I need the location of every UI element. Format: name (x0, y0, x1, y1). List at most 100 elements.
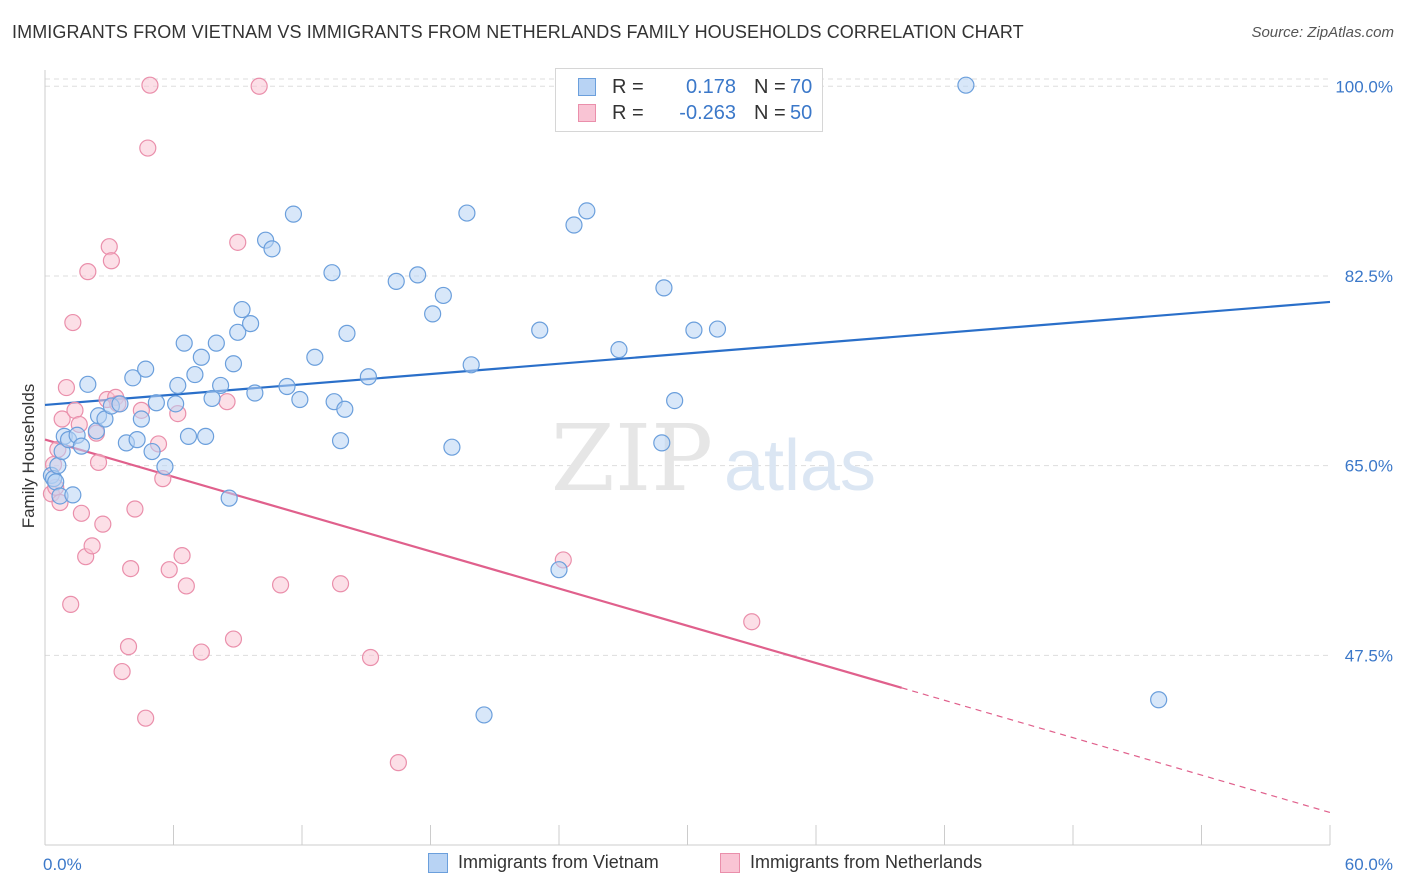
netherlands-point (192, 643, 210, 661)
netherlands-point (160, 561, 178, 579)
netherlands-point (53, 410, 71, 428)
netherlands-point (218, 393, 236, 411)
netherlands-point (229, 233, 247, 251)
source-credit: Source: ZipAtlas.com (1251, 24, 1394, 41)
vietnam-point (220, 489, 238, 507)
netherlands-legend-swatch (720, 853, 740, 873)
r-value: -0.263 (679, 102, 736, 124)
netherlands-point (126, 500, 144, 518)
x-tick-label: 60.0% (1345, 855, 1393, 874)
netherlands-point (139, 139, 157, 157)
netherlands-point (94, 515, 112, 533)
r-value: 0.178 (685, 76, 736, 98)
vietnam-point (179, 427, 198, 445)
vietnam-point (137, 360, 155, 378)
netherlands-point (224, 630, 243, 648)
vietnam-point (224, 355, 243, 373)
vietnam-points (42, 76, 1168, 724)
vietnam-legend-label: Immigrants from Vietnam (458, 852, 659, 872)
x-tick-label: 0.0% (43, 855, 82, 874)
vietnam-point (167, 395, 185, 413)
watermark: ZIP atlas (551, 405, 876, 512)
vietnam-point (197, 427, 215, 445)
correlation-legend: R = 0.178 N = 70 R = -0.263 N = 50 (555, 68, 823, 132)
n-value: 50 (790, 102, 813, 124)
netherlands-point (137, 709, 155, 727)
netherlands-point (89, 453, 108, 471)
vietnam-point (72, 437, 91, 455)
vietnam-point (708, 320, 727, 338)
vietnam-point (278, 377, 296, 396)
vietnam-point (207, 334, 225, 352)
vietnam-point (64, 486, 82, 504)
vietnam-point (128, 431, 146, 449)
netherlands-point (102, 252, 120, 270)
vietnam-point (336, 400, 354, 418)
vietnam-point (291, 390, 309, 409)
netherlands-point (72, 504, 91, 522)
vietnam-point (359, 368, 377, 386)
vietnam-point (242, 315, 260, 333)
vietnam-point (306, 348, 324, 366)
netherlands-point (361, 648, 380, 667)
netherlands-point (177, 577, 195, 595)
netherlands-point (141, 76, 159, 94)
vietnam-point (957, 76, 975, 94)
netherlands-point (113, 662, 131, 681)
vietnam-point (443, 438, 461, 456)
vietnam-point (79, 375, 97, 393)
vietnam-point (111, 395, 129, 413)
netherlands-point (64, 313, 82, 332)
y-tick-label: 82.5% (1345, 267, 1393, 286)
vietnam-point (246, 384, 264, 402)
y-tick-label: 47.5% (1345, 646, 1393, 665)
chart-title: IMMIGRANTS FROM VIETNAM VS IMMIGRANTS FR… (12, 22, 1024, 42)
vietnam-point (475, 706, 493, 724)
vietnam-point (124, 369, 142, 387)
vietnam-point (169, 376, 187, 395)
netherlands-point (83, 537, 101, 555)
y-tick-label: 65.0% (1345, 457, 1393, 476)
netherlands-point (62, 595, 80, 613)
vietnam-point (565, 216, 583, 234)
vietnam-point (685, 321, 703, 339)
vietnam-point (462, 356, 480, 374)
vietnam-swatch (578, 78, 596, 96)
vietnam-point (458, 204, 476, 222)
netherlands-point (122, 560, 140, 578)
vietnam-point (233, 300, 251, 319)
netherlands-legend-label: Immigrants from Netherlands (750, 852, 983, 872)
vietnam-point (203, 389, 221, 408)
vietnam-point (284, 205, 303, 223)
netherlands-point (57, 378, 76, 397)
watermark-zip: ZIP (551, 405, 713, 512)
vietnam-point (409, 266, 427, 284)
vietnam-point (666, 391, 684, 410)
vietnam-point (434, 286, 452, 305)
vietnam-point (186, 365, 204, 384)
vietnam-point (132, 410, 150, 428)
netherlands-point (331, 575, 350, 593)
vietnam-point (192, 348, 210, 366)
r-label: R = (612, 76, 644, 98)
vietnam-trend-line (44, 300, 1331, 407)
vietnam-point (387, 272, 405, 290)
netherlands-point (389, 754, 407, 772)
vietnam-point (550, 561, 568, 579)
vietnam-point (338, 324, 356, 342)
vietnam-point (655, 279, 673, 297)
vietnam-point (263, 240, 281, 258)
netherlands-point (250, 77, 268, 95)
watermark-atlas: atlas (724, 426, 876, 506)
netherlands-trend-extension (901, 687, 1331, 814)
vietnam-point (175, 334, 193, 352)
vietnam-point (424, 305, 442, 323)
netherlands-point (119, 638, 138, 656)
netherlands-point (100, 238, 118, 256)
vietnam-point (156, 458, 174, 476)
r-label: R = (612, 102, 644, 124)
trend-lines (44, 300, 1331, 814)
vietnam-point (323, 264, 341, 282)
netherlands-point (743, 613, 761, 631)
